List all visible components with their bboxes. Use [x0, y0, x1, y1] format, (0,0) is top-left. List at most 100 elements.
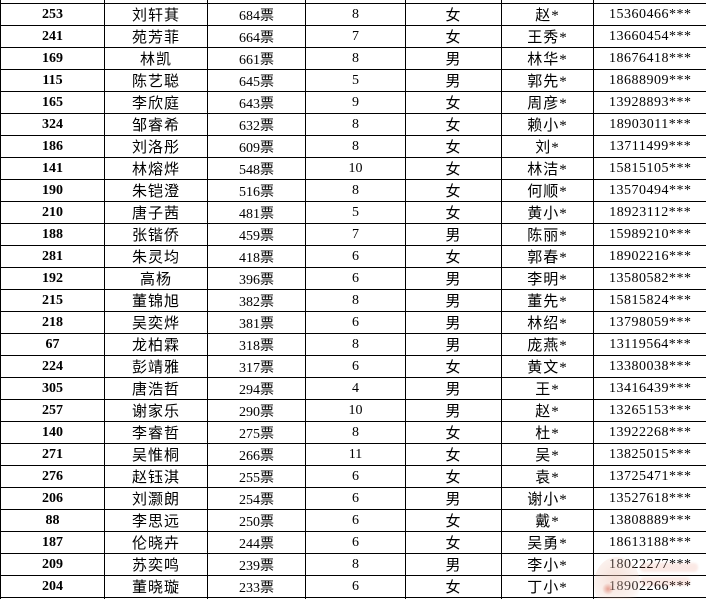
cell-masked-name[interactable]: 杜* [501, 421, 594, 444]
cell-name[interactable]: 刘轩萁 [104, 3, 208, 26]
cell-rank-no[interactable]: 192 [0, 267, 105, 290]
cell-gender[interactable]: 女 [405, 443, 502, 466]
cell-phone[interactable]: 13825015*** [593, 443, 706, 466]
cell-phone[interactable]: 18923112*** [593, 201, 706, 224]
cell-rank-no[interactable]: 140 [0, 421, 105, 444]
cell-name[interactable]: 陈艺聪 [104, 69, 208, 92]
cell-name[interactable]: 伦晓卉 [104, 531, 208, 554]
cell-rank-no[interactable]: 324 [0, 113, 105, 136]
cell-phone[interactable]: 13808889*** [593, 509, 706, 532]
cell-name[interactable]: 朱铠澄 [104, 179, 208, 202]
cell-count[interactable]: 8 [305, 421, 406, 444]
cell-rank-no[interactable]: 190 [0, 179, 105, 202]
cell-rank-no[interactable]: 186 [0, 135, 105, 158]
cell-masked-name[interactable]: 赖小* [501, 113, 594, 136]
cell-rank-no[interactable]: 210 [0, 201, 105, 224]
cell-votes[interactable]: 459票 [207, 223, 306, 246]
cell-votes[interactable]: 548票 [207, 157, 306, 180]
cell-rank-no[interactable]: 165 [0, 91, 105, 114]
cell-phone[interactable]: 15815824*** [593, 289, 706, 312]
cell-name[interactable]: 林凯 [104, 47, 208, 70]
cell-count[interactable]: 8 [305, 135, 406, 158]
cell-gender[interactable]: 男 [405, 223, 502, 246]
cell-masked-name[interactable]: 周彦* [501, 91, 594, 114]
cell-name[interactable]: 李睿哲 [104, 421, 208, 444]
cell-votes[interactable]: 418票 [207, 245, 306, 268]
cell-phone[interactable]: 13711499*** [593, 135, 706, 158]
cell-count[interactable]: 8 [305, 47, 406, 70]
cell-rank-no[interactable]: 218 [0, 311, 105, 334]
cell-masked-name[interactable]: 王秀* [501, 25, 594, 48]
cell-count[interactable]: 6 [305, 355, 406, 378]
cell-rank-no[interactable]: 209 [0, 553, 105, 576]
cell-gender[interactable]: 男 [405, 553, 502, 576]
cell-rank-no[interactable]: 88 [0, 509, 105, 532]
cell-gender[interactable]: 女 [405, 465, 502, 488]
cell-count[interactable]: 4 [305, 377, 406, 400]
cell-votes[interactable]: 645票 [207, 69, 306, 92]
cell-votes[interactable]: 632票 [207, 113, 306, 136]
cell-phone[interactable]: 13725471*** [593, 465, 706, 488]
cell-votes[interactable]: 233票 [207, 575, 306, 598]
cell-count[interactable]: 6 [305, 575, 406, 598]
cell-votes[interactable]: 396票 [207, 267, 306, 290]
cell-phone[interactable]: 15989210*** [593, 223, 706, 246]
cell-gender[interactable]: 女 [405, 179, 502, 202]
cell-gender[interactable]: 男 [405, 487, 502, 510]
cell-votes[interactable]: 317票 [207, 355, 306, 378]
cell-gender[interactable]: 女 [405, 201, 502, 224]
cell-rank-no[interactable]: 224 [0, 355, 105, 378]
cell-gender[interactable]: 女 [405, 157, 502, 180]
cell-gender[interactable]: 女 [405, 509, 502, 532]
cell-masked-name[interactable]: 戴* [501, 509, 594, 532]
cell-phone[interactable]: 13798059*** [593, 311, 706, 334]
cell-name[interactable]: 邹睿希 [104, 113, 208, 136]
cell-count[interactable]: 10 [305, 399, 406, 422]
cell-phone[interactable]: 15360466*** [593, 3, 706, 26]
cell-name[interactable]: 彭靖雅 [104, 355, 208, 378]
cell-count[interactable]: 8 [305, 333, 406, 356]
cell-masked-name[interactable]: 何顺* [501, 179, 594, 202]
cell-name[interactable]: 董锦旭 [104, 289, 208, 312]
cell-phone[interactable]: 13922268*** [593, 421, 706, 444]
cell-rank-no[interactable]: 169 [0, 47, 105, 70]
cell-gender[interactable]: 男 [405, 47, 502, 70]
cell-gender[interactable]: 男 [405, 399, 502, 422]
cell-gender[interactable]: 男 [405, 289, 502, 312]
cell-gender[interactable]: 男 [405, 311, 502, 334]
cell-rank-no[interactable]: 215 [0, 289, 105, 312]
cell-votes[interactable]: 664票 [207, 25, 306, 48]
cell-rank-no[interactable]: 276 [0, 465, 105, 488]
cell-gender[interactable]: 男 [405, 267, 502, 290]
cell-count[interactable]: 10 [305, 157, 406, 180]
cell-count[interactable]: 5 [305, 69, 406, 92]
cell-count[interactable]: 8 [305, 179, 406, 202]
cell-gender[interactable]: 女 [405, 531, 502, 554]
cell-rank-no[interactable]: 281 [0, 245, 105, 268]
cell-count[interactable]: 6 [305, 267, 406, 290]
cell-votes[interactable]: 661票 [207, 47, 306, 70]
cell-masked-name[interactable]: 赵* [501, 3, 594, 26]
cell-masked-name[interactable]: 陈丽* [501, 223, 594, 246]
cell-name[interactable]: 刘洛彤 [104, 135, 208, 158]
cell-masked-name[interactable]: 黄小* [501, 201, 594, 224]
cell-votes[interactable]: 643票 [207, 91, 306, 114]
cell-count[interactable]: 8 [305, 553, 406, 576]
cell-count[interactable]: 8 [305, 113, 406, 136]
cell-gender[interactable]: 女 [405, 421, 502, 444]
cell-name[interactable]: 朱灵均 [104, 245, 208, 268]
cell-votes[interactable]: 239票 [207, 553, 306, 576]
cell-count[interactable]: 6 [305, 311, 406, 334]
cell-votes[interactable]: 250票 [207, 509, 306, 532]
cell-rank-no[interactable]: 206 [0, 487, 105, 510]
cell-masked-name[interactable]: 林绍* [501, 311, 594, 334]
cell-masked-name[interactable]: 董先* [501, 289, 594, 312]
cell-phone[interactable]: 13660454*** [593, 25, 706, 48]
cell-phone[interactable]: 18902216*** [593, 245, 706, 268]
cell-phone[interactable]: 13416439*** [593, 377, 706, 400]
cell-count[interactable]: 7 [305, 223, 406, 246]
cell-count[interactable]: 11 [305, 443, 406, 466]
cell-masked-name[interactable]: 李小* [501, 553, 594, 576]
cell-rank-no[interactable]: 141 [0, 157, 105, 180]
cell-votes[interactable]: 254票 [207, 487, 306, 510]
